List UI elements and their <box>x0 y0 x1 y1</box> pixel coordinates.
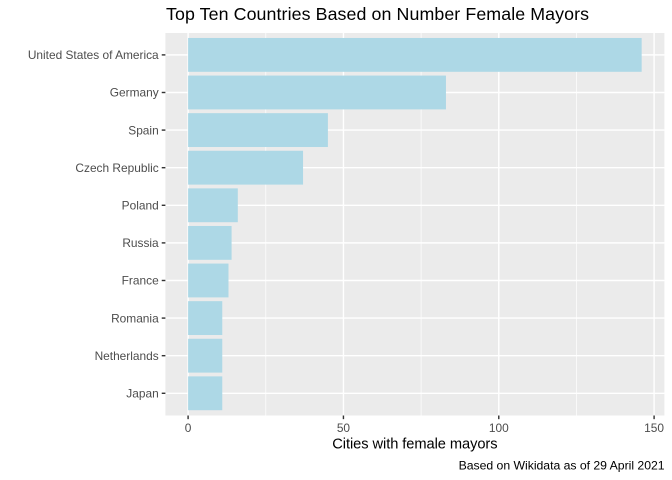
svg-text:Top Ten Countries Based on Num: Top Ten Countries Based on Number Female… <box>166 4 589 24</box>
svg-text:Poland: Poland <box>122 199 159 213</box>
svg-text:Based on Wikidata as of 29 Apr: Based on Wikidata as of 29 April 2021 <box>459 459 665 473</box>
svg-text:50: 50 <box>337 421 351 435</box>
svg-text:Russia: Russia <box>122 236 159 250</box>
svg-text:Spain: Spain <box>128 123 158 137</box>
svg-text:Germany: Germany <box>110 86 159 100</box>
svg-text:Romania: Romania <box>111 311 159 325</box>
svg-text:France: France <box>122 274 159 288</box>
svg-text:Czech Republic: Czech Republic <box>75 161 158 175</box>
svg-text:Japan: Japan <box>126 387 158 401</box>
svg-text:Cities with female mayors: Cities with female mayors <box>332 436 497 452</box>
svg-text:100: 100 <box>489 421 509 435</box>
svg-text:Netherlands: Netherlands <box>95 349 159 363</box>
svg-text:United States of America: United States of America <box>28 48 159 62</box>
svg-text:150: 150 <box>644 421 664 435</box>
svg-text:0: 0 <box>185 421 192 435</box>
